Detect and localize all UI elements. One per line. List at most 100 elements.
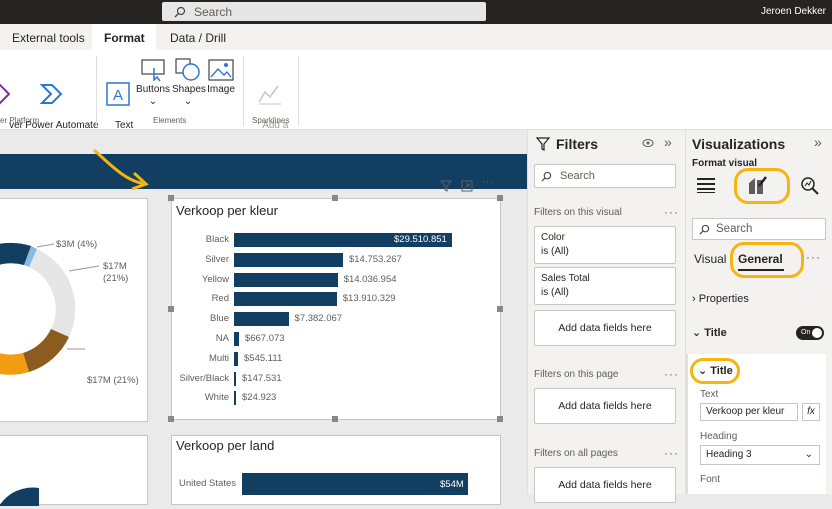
- more-options-icon[interactable]: ···: [664, 367, 679, 381]
- filter-card-color[interactable]: Color is (All): [534, 226, 676, 264]
- bar[interactable]: [234, 312, 289, 327]
- bar-category-label: White: [204, 392, 229, 404]
- bar-chart-card[interactable]: Verkoop per kleur Black $29.510.851 Silver…: [171, 198, 501, 420]
- resize-handle[interactable]: [497, 416, 503, 422]
- ribbon-separator: [298, 56, 299, 126]
- bar-value-label: $7.382.067: [294, 313, 343, 325]
- image-button[interactable]: Image: [206, 58, 236, 96]
- leader-line: [36, 243, 55, 248]
- donut-chart-card[interactable]: $3M (4%) $17M (21%) $17M (21%): [0, 198, 148, 422]
- image-icon: [208, 59, 234, 81]
- bar-category-label: Multi: [208, 352, 229, 364]
- bar[interactable]: [234, 391, 236, 406]
- heading-select[interactable]: Heading 3 ⌄: [700, 445, 820, 465]
- title-section[interactable]: ⌄ Title: [692, 326, 727, 339]
- country-chart-card[interactable]: Verkoop per land United States $54M: [171, 435, 501, 505]
- buttons-button[interactable]: Buttons ⌄: [136, 58, 170, 108]
- tab-format[interactable]: Format: [92, 24, 156, 50]
- bar[interactable]: [234, 351, 239, 366]
- bar[interactable]: [234, 332, 239, 346]
- heading-label: Heading: [700, 431, 738, 442]
- group-sparklines: Sparklines: [252, 116, 290, 125]
- more-options-icon[interactable]: ···: [664, 446, 679, 460]
- eye-icon[interactable]: [642, 138, 654, 148]
- report-canvas[interactable]: $3M (4%) $17M (21%) $17M (21%) Verkoop p…: [0, 130, 527, 506]
- conditional-format-button[interactable]: fx: [802, 403, 820, 421]
- format-visual-icon[interactable]: [746, 174, 768, 196]
- focus-mode-icon[interactable]: [461, 180, 473, 192]
- more-options-icon[interactable]: ···: [806, 250, 821, 264]
- resize-handle[interactable]: [168, 306, 174, 312]
- donut-label: $3M (4%): [56, 239, 98, 250]
- bar[interactable]: [234, 272, 338, 287]
- filters-on-visual-heading: Filters on this visual: [534, 207, 622, 218]
- bar-value-label: $545.111: [244, 352, 283, 364]
- bar[interactable]: [234, 371, 236, 386]
- ribbon-separator: [96, 56, 97, 126]
- title-section-label: Title: [704, 327, 727, 339]
- search-icon: [699, 224, 710, 235]
- filter-value: is (All): [541, 287, 569, 298]
- add-data-fields-all[interactable]: Add data fields here: [534, 467, 676, 503]
- bar[interactable]: [234, 252, 343, 267]
- filters-search-input[interactable]: Search: [534, 164, 676, 188]
- resize-handle[interactable]: [168, 195, 174, 201]
- tab-general[interactable]: General: [738, 252, 783, 266]
- power-apps-icon: [0, 83, 11, 105]
- shapes-button[interactable]: Shapes ⌄: [172, 58, 206, 108]
- donut-label: $17M (21%): [87, 375, 139, 386]
- viz-search-input[interactable]: Search: [692, 218, 826, 240]
- svg-text:A: A: [113, 87, 123, 104]
- resize-handle[interactable]: [168, 416, 174, 422]
- title-toggle[interactable]: On: [796, 326, 824, 340]
- filters-pane: Filters » Search Filters on this visual …: [527, 130, 685, 503]
- search-icon: [174, 6, 186, 17]
- filter-name: Sales Total: [541, 273, 590, 284]
- more-options-icon[interactable]: ···: [482, 176, 493, 188]
- build-visual-icon[interactable]: [696, 176, 716, 194]
- resize-handle[interactable]: [332, 416, 338, 422]
- properties-section[interactable]: › Properties: [692, 293, 749, 305]
- collapse-viz-icon[interactable]: »: [814, 134, 822, 150]
- bar-category-label: Silver/Black: [179, 372, 229, 384]
- bar[interactable]: [234, 233, 452, 247]
- chevron-down-icon: ⌄: [692, 327, 705, 339]
- tab-external-tools[interactable]: External tools: [12, 31, 85, 45]
- resize-handle[interactable]: [497, 306, 503, 312]
- font-label: Font: [700, 474, 721, 485]
- donut-chart-card[interactable]: [0, 435, 148, 506]
- add-data-fields-visual[interactable]: Add data fields here: [534, 310, 676, 346]
- viz-search-placeholder: Search: [716, 223, 753, 235]
- title-text-input[interactable]: Verkoop per kleur: [700, 403, 798, 421]
- analytics-icon[interactable]: [800, 176, 820, 196]
- bar-category-label: Red: [211, 293, 229, 305]
- heading-select-value: Heading 3: [706, 449, 752, 460]
- text-field-label: Text: [700, 389, 719, 400]
- filters-on-page-heading: Filters on this page: [534, 369, 619, 380]
- bar[interactable]: [242, 473, 468, 495]
- bar-value-label: $54M: [440, 479, 464, 490]
- title-subpanel: ⌄ Title Text Verkoop per kleur fx Headin…: [686, 354, 826, 494]
- global-search-placeholder: Search: [194, 4, 233, 19]
- filter-name: Color: [541, 232, 565, 243]
- filter-card-sales-total[interactable]: Sales Total is (All): [534, 267, 676, 305]
- user-name[interactable]: Jeroen Dekker: [760, 6, 826, 17]
- tab-data-drill[interactable]: Data / Drill: [170, 31, 227, 45]
- donut-chart: [0, 487, 39, 506]
- global-search-box[interactable]: Search: [162, 2, 486, 21]
- resize-handle[interactable]: [497, 195, 503, 201]
- add-data-fields-page[interactable]: Add data fields here: [534, 388, 676, 424]
- resize-handle[interactable]: [332, 195, 338, 201]
- bar[interactable]: [234, 292, 337, 307]
- highlight-circle: [690, 358, 740, 384]
- tab-visual[interactable]: Visual: [694, 252, 727, 266]
- collapse-filters-icon[interactable]: »: [664, 134, 672, 150]
- sparkline-icon: [258, 85, 281, 105]
- more-options-icon[interactable]: ···: [664, 205, 679, 219]
- bar-category-label: Blue: [209, 313, 229, 325]
- ribbon-tabs: External tools Format Data / Drill: [0, 24, 832, 50]
- bar-value-label: $24.923: [242, 392, 277, 404]
- filter-visual-icon[interactable]: [440, 180, 452, 192]
- donut-slice: [29, 249, 76, 337]
- filters-on-all-pages-heading: Filters on all pages: [534, 448, 618, 459]
